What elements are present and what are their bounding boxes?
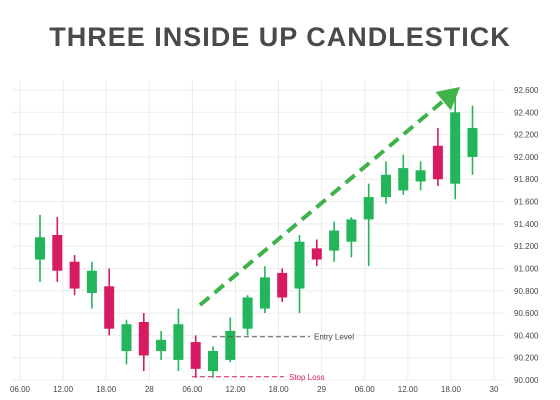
- y-tick-label: 91.600: [514, 198, 539, 207]
- x-tick-label: 18.00: [269, 385, 290, 394]
- trend-arrow-line: [198, 95, 450, 307]
- y-tick-label: 92.000: [514, 153, 539, 162]
- x-tick-label: 06.00: [182, 385, 203, 394]
- y-tick-label: 91.400: [514, 220, 539, 229]
- candle-body-bullish: [259, 277, 270, 309]
- candle-body-bullish: [346, 219, 357, 242]
- x-tick-label: 29: [317, 385, 326, 394]
- candle-body-bullish: [35, 237, 45, 260]
- candle-body-bullish: [415, 170, 426, 182]
- y-tick-label: 90.000: [514, 376, 539, 385]
- candle-body-bullish: [225, 330, 236, 360]
- x-tick-label: 18.00: [96, 385, 117, 394]
- candle-body-bullish: [294, 241, 305, 289]
- y-tick-label: 92.600: [514, 86, 539, 95]
- candle-body-bullish: [121, 324, 132, 351]
- x-tick-label: 06.00: [355, 385, 376, 394]
- candle-body-bullish: [208, 351, 218, 372]
- candle-body-bearish: [52, 235, 63, 271]
- x-tick-label: 28: [145, 385, 154, 394]
- candle-body-bullish: [173, 324, 184, 360]
- candle-body-bullish: [156, 339, 167, 351]
- candle-body-bearish: [104, 286, 115, 329]
- candle-body-bullish: [363, 197, 374, 220]
- candle-body-bearish: [138, 322, 149, 356]
- x-tick-label: 18.00: [441, 385, 462, 394]
- candle-body-bullish: [398, 168, 409, 191]
- y-tick-label: 92.400: [514, 108, 539, 117]
- y-tick-label: 91.800: [514, 175, 539, 184]
- y-tick-label: 90.800: [514, 287, 539, 296]
- candle-body-bullish: [467, 127, 478, 157]
- stop-loss-label: Stop Loss: [289, 373, 325, 382]
- chart-title: THREE INSIDE UP CANDLESTICK: [49, 22, 511, 52]
- y-tick-label: 90.600: [514, 309, 539, 318]
- candle-body-bullish: [329, 230, 340, 251]
- candle-body-bearish: [432, 145, 443, 180]
- x-tick-label: 12.00: [53, 385, 74, 394]
- trend-arrow-head: [435, 87, 460, 111]
- candle-body-bullish: [450, 112, 461, 184]
- candle-body-bearish: [69, 261, 80, 289]
- x-tick-label: 12.00: [225, 385, 246, 394]
- x-tick-label: 30: [490, 385, 499, 394]
- candle-body-bullish: [381, 174, 391, 198]
- entry-level-label: Entry Level: [314, 333, 354, 342]
- candle-body-bullish: [86, 270, 97, 293]
- y-tick-label: 91.200: [514, 242, 539, 251]
- x-tick-label: 12.00: [398, 385, 419, 394]
- y-tick-label: 91.000: [514, 264, 539, 273]
- x-tick-label: 06.00: [10, 385, 31, 394]
- candle-body-bullish: [242, 297, 253, 329]
- candle-body-bearish: [311, 248, 322, 260]
- candle-body-bearish: [190, 342, 201, 369]
- y-tick-label: 92.200: [514, 131, 539, 140]
- y-tick-label: 90.200: [514, 354, 539, 363]
- candle-body-bearish: [277, 272, 288, 298]
- y-tick-label: 90.400: [514, 331, 539, 340]
